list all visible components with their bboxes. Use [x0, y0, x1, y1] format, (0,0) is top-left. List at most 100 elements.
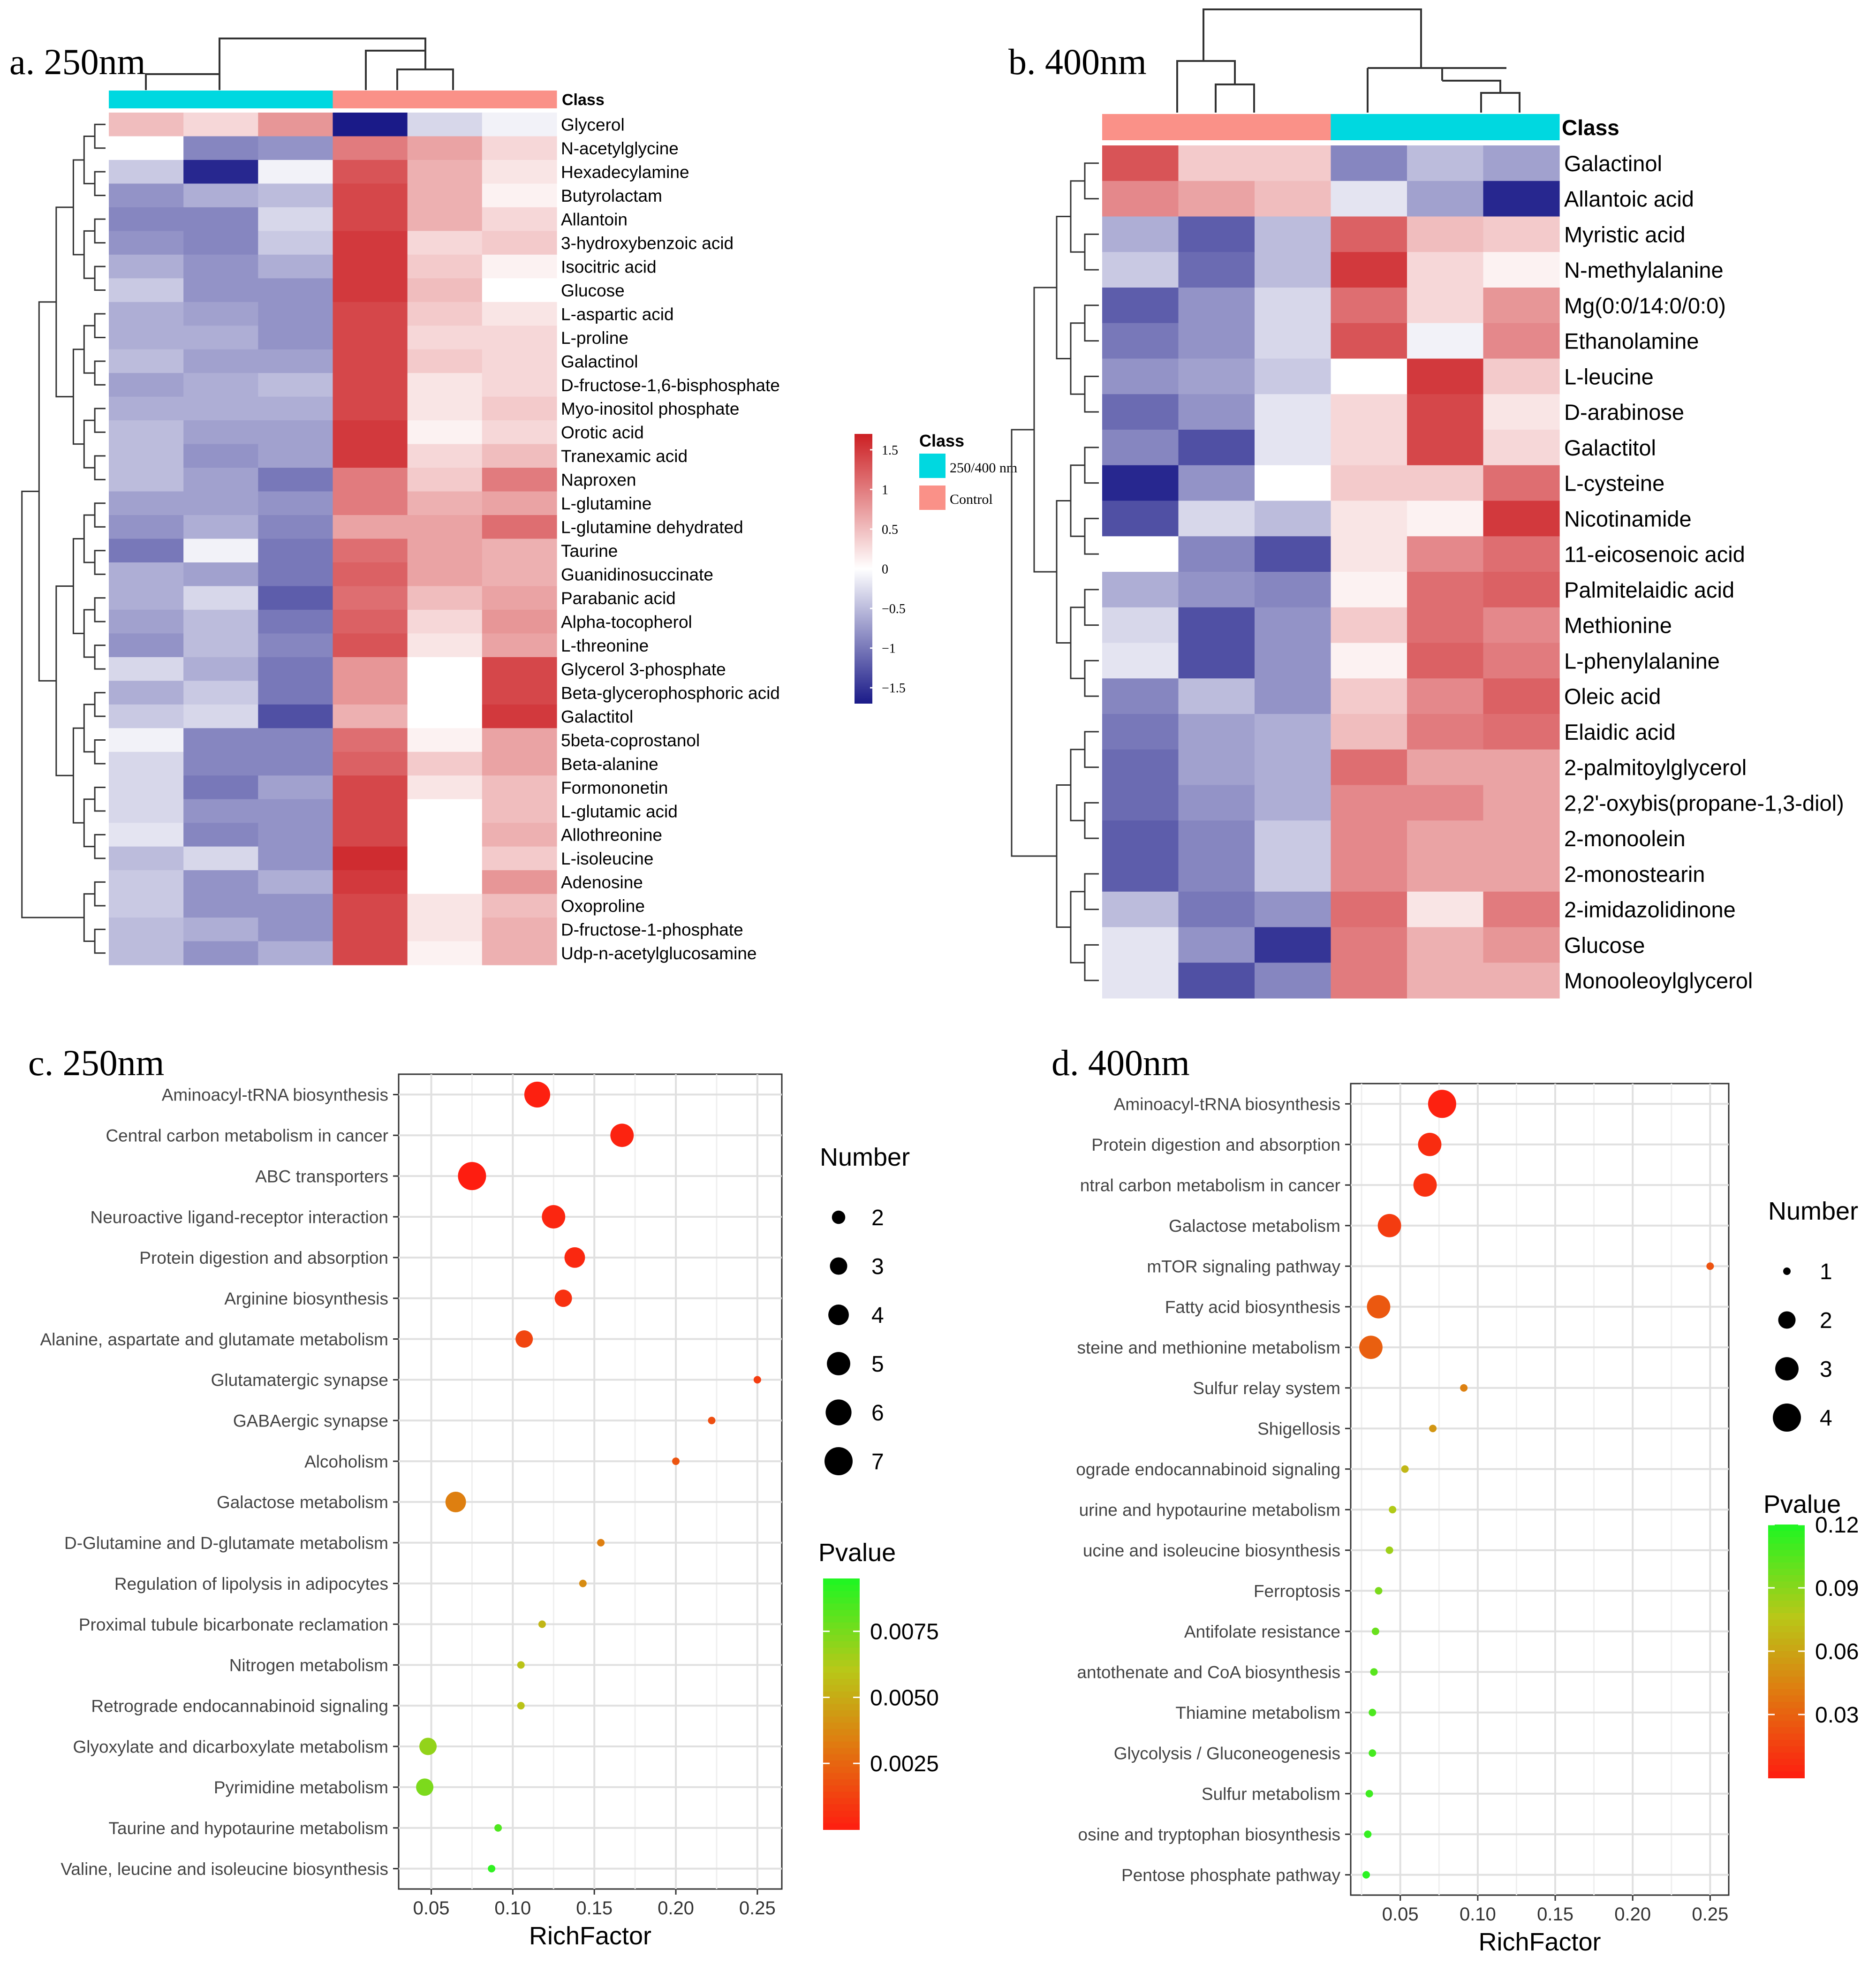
heat-cell	[407, 468, 483, 492]
row-dendrogram	[1011, 162, 1099, 981]
heat-cell	[109, 373, 184, 397]
pathway-label: steine and methionine metabolism	[1077, 1338, 1341, 1358]
pathway-label: Sulfur metabolism	[1202, 1784, 1340, 1804]
colorbar-segment	[823, 1641, 860, 1648]
heat-cell	[1483, 572, 1560, 608]
heat-cell	[109, 159, 184, 184]
class-cell	[1255, 114, 1331, 140]
heat-cell	[1483, 678, 1560, 714]
dendrogram-branch	[94, 360, 106, 386]
heat-cell	[1483, 714, 1560, 750]
heat-cell	[1331, 216, 1407, 252]
heat-cell	[109, 444, 184, 468]
heat-cell	[482, 373, 557, 397]
heat-cell	[1178, 536, 1255, 572]
heat-cell	[1102, 856, 1179, 892]
heat-cell	[1178, 501, 1255, 537]
heat-cell	[258, 159, 333, 184]
heat-cell	[482, 870, 557, 895]
size-legend-dot	[1773, 1404, 1801, 1432]
pathway-label: antothenate and CoA biosynthesis	[1077, 1663, 1340, 1682]
heat-cell	[1331, 536, 1407, 572]
dendrogram-branch	[94, 266, 106, 291]
heat-cell	[183, 113, 258, 137]
heat-cell	[482, 539, 557, 563]
heat-cell	[109, 823, 184, 847]
heat-cell	[1483, 288, 1560, 324]
heat-cell	[333, 396, 408, 421]
colorbar-segment	[1768, 1626, 1805, 1633]
size-legend-label: 4	[871, 1303, 884, 1328]
heat-cell	[1178, 465, 1255, 501]
heat-cell	[482, 326, 557, 350]
heat-cell	[1178, 572, 1255, 608]
heat-cell	[258, 562, 333, 587]
row-label: Palmitelaidic acid	[1564, 577, 1734, 602]
x-tick-label: 0.05	[413, 1898, 450, 1919]
heat-cell	[1483, 820, 1560, 857]
dendrogram-branch	[72, 349, 84, 445]
pathway-label: mTOR signaling pathway	[1147, 1257, 1340, 1276]
heat-cell	[1331, 358, 1407, 395]
heat-cell	[407, 586, 483, 610]
pathway-label: Ferroptosis	[1254, 1582, 1340, 1601]
heat-cell	[183, 373, 258, 397]
heat-cell	[1331, 891, 1407, 928]
pathway-label: Valine, leucine and isoleucine biosynthe…	[61, 1859, 388, 1879]
colorbar-segment	[1768, 1683, 1805, 1690]
dendrogram-branch	[83, 704, 95, 753]
heat-cell	[482, 894, 557, 918]
colorbar-segment	[1768, 1588, 1805, 1595]
class-label: Class	[1562, 115, 1619, 140]
heat-cell	[482, 515, 557, 539]
dendrogram-branch	[94, 550, 106, 575]
row-label: Formononetin	[561, 778, 668, 797]
heat-cell	[109, 941, 184, 965]
heat-cell	[1255, 714, 1331, 750]
heat-cell	[1255, 394, 1331, 430]
heat-cell	[183, 704, 258, 728]
heat-cell	[1331, 785, 1407, 821]
colorbar-segment	[823, 1748, 860, 1755]
heat-cell	[1255, 678, 1331, 714]
heat-cell	[333, 918, 408, 942]
heat-cell	[333, 681, 408, 705]
heat-cell	[1331, 856, 1407, 892]
heat-cell	[1178, 820, 1255, 857]
colorbar-segment	[823, 1804, 860, 1811]
pathway-label: Sulfur relay system	[1193, 1379, 1340, 1398]
size-legend-label: 5	[871, 1352, 884, 1377]
data-point	[542, 1205, 566, 1229]
colorbar-segment	[823, 1603, 860, 1610]
heat-cell	[109, 491, 184, 516]
row-label: L-glutamic acid	[561, 802, 678, 821]
heat-cell	[482, 562, 557, 587]
heat-cell	[1102, 288, 1179, 324]
data-point	[488, 1865, 496, 1873]
heat-cell	[407, 302, 483, 326]
heat-cell	[258, 586, 333, 610]
colorbar-segment	[823, 1629, 860, 1636]
heat-cell	[109, 751, 184, 776]
heat-cell	[1255, 465, 1331, 501]
heat-cell	[1331, 714, 1407, 750]
row-label: L-threonine	[561, 636, 649, 655]
x-tick-label: 0.10	[494, 1898, 531, 1919]
legend-swatch-cyan	[919, 454, 946, 478]
heat-cell	[407, 562, 483, 587]
data-point	[1418, 1132, 1442, 1156]
heat-cell	[109, 207, 184, 231]
heat-cell	[407, 751, 483, 776]
heat-cell	[1483, 607, 1560, 644]
heat-cell	[482, 941, 557, 965]
heat-cell	[333, 159, 408, 184]
heat-cell	[258, 468, 333, 492]
heat-cell	[258, 633, 333, 658]
heat-cell	[1102, 891, 1179, 928]
heat-cell	[183, 799, 258, 823]
data-point	[1428, 1090, 1456, 1118]
colorbar-segment	[1768, 1657, 1805, 1664]
dendrogram-branch	[83, 419, 95, 469]
heat-cell	[1178, 394, 1255, 430]
